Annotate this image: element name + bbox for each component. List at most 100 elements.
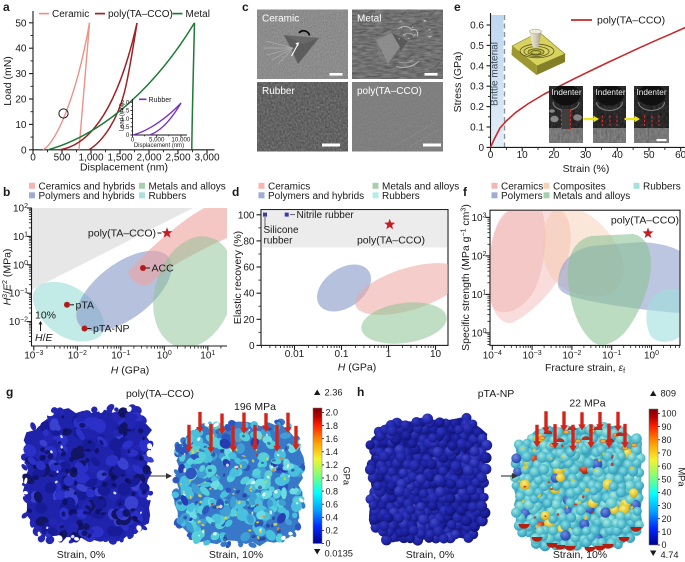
- svg-text:30: 30: [15, 69, 27, 80]
- svg-text:10: 10: [517, 150, 529, 161]
- svg-text:pTA-NP: pTA-NP: [93, 323, 130, 335]
- svg-text:Metal: Metal: [357, 14, 381, 25]
- svg-text:Indenter: Indenter: [596, 88, 626, 97]
- svg-text:809: 809: [661, 389, 677, 399]
- svg-text:80: 80: [662, 435, 672, 445]
- svg-text:Ceramics: Ceramics: [501, 181, 543, 192]
- svg-text:h: h: [357, 385, 364, 399]
- svg-text:poly(TA–CCO): poly(TA–CCO): [611, 214, 679, 226]
- svg-text:Composites: Composites: [553, 181, 606, 192]
- svg-text:Ceramics and hybrids: Ceramics and hybrids: [39, 181, 136, 192]
- svg-text:22 MPa: 22 MPa: [569, 398, 605, 410]
- svg-text:20: 20: [662, 514, 672, 524]
- svg-text:pTA: pTA: [76, 299, 94, 311]
- svg-text:H/E: H/E: [35, 332, 54, 344]
- svg-text:1,000: 1,000: [78, 153, 103, 164]
- svg-text:0: 0: [478, 143, 484, 154]
- svg-text:50: 50: [643, 150, 655, 161]
- svg-text:40: 40: [612, 150, 624, 161]
- svg-text:60: 60: [662, 461, 672, 471]
- svg-text:Silicone: Silicone: [264, 225, 299, 236]
- svg-text:Strain, 0%: Strain, 0%: [406, 549, 454, 561]
- svg-text:0.2: 0.2: [326, 526, 339, 536]
- svg-text:pTA-NP: pTA-NP: [478, 388, 515, 400]
- svg-text:10−4: 10−4: [483, 350, 502, 362]
- svg-text:10−1: 10−1: [602, 350, 621, 362]
- svg-text:2,000: 2,000: [136, 153, 161, 164]
- svg-text:Displacement (nm): Displacement (nm): [80, 162, 168, 174]
- svg-text:1.0: 1.0: [121, 116, 130, 123]
- svg-text:2.36: 2.36: [325, 388, 343, 398]
- svg-text:Ceramic: Ceramic: [52, 9, 89, 20]
- svg-text:1.5: 1.5: [121, 108, 130, 115]
- svg-text:20: 20: [548, 150, 560, 161]
- svg-text:0.6: 0.6: [326, 499, 339, 509]
- svg-text:50: 50: [662, 474, 672, 484]
- svg-text:poly(TA–CCO): poly(TA–CCO): [126, 388, 194, 400]
- svg-text:0.4: 0.4: [326, 513, 339, 523]
- svg-text:c: c: [242, 0, 249, 14]
- svg-text:10,000: 10,000: [171, 136, 190, 143]
- svg-text:0.1: 0.1: [470, 123, 484, 134]
- svg-text:10−1: 10−1: [111, 350, 130, 362]
- svg-text:d: d: [232, 185, 239, 199]
- svg-text:Polymers: Polymers: [501, 191, 543, 202]
- svg-text:0: 0: [131, 136, 135, 143]
- svg-text:Strain, 10%: Strain, 10%: [553, 549, 607, 561]
- svg-text:20: 20: [15, 95, 27, 106]
- svg-text:1.4: 1.4: [326, 447, 339, 457]
- svg-text:Rubbers: Rubbers: [149, 191, 187, 202]
- svg-text:Brittle material: Brittle material: [490, 42, 501, 106]
- svg-text:H (GPa): H (GPa): [338, 362, 377, 374]
- svg-text:90: 90: [662, 422, 672, 432]
- svg-text:Strain (%): Strain (%): [563, 163, 610, 175]
- svg-text:1,500: 1,500: [107, 153, 132, 164]
- svg-text:Metal: Metal: [186, 9, 210, 20]
- svg-text:e: e: [454, 0, 461, 14]
- svg-text:40: 40: [15, 44, 27, 55]
- svg-text:GPa: GPa: [341, 466, 351, 485]
- svg-text:0.2: 0.2: [470, 102, 484, 113]
- svg-text:Nitrile rubber: Nitrile rubber: [297, 210, 355, 221]
- svg-text:30: 30: [580, 150, 592, 161]
- svg-text:g: g: [6, 385, 13, 399]
- svg-text:1.8: 1.8: [326, 421, 339, 431]
- svg-text:100: 100: [157, 350, 172, 362]
- svg-text:Rubbers: Rubbers: [643, 181, 681, 192]
- svg-text:1: 1: [386, 349, 392, 360]
- svg-text:Specific strength (MPa g−1​ cm: Specific strength (MPa g−1​ cm3​): [460, 204, 472, 351]
- svg-text:100: 100: [662, 409, 677, 419]
- svg-text:1.0: 1.0: [326, 473, 339, 483]
- svg-text:0: 0: [488, 150, 494, 161]
- svg-text:H (GPa): H (GPa): [111, 365, 150, 377]
- svg-text:0: 0: [21, 145, 27, 156]
- svg-text:0.0135: 0.0135: [325, 549, 353, 559]
- svg-text:Metals and alloys: Metals and alloys: [149, 181, 226, 192]
- svg-text:Indenter: Indenter: [637, 88, 667, 97]
- svg-text:H3​/E2​ (MPa): H3​/E2​ (MPa): [2, 249, 14, 306]
- svg-text:10−2: 10−2: [68, 350, 87, 362]
- svg-text:0: 0: [326, 539, 331, 549]
- svg-text:poly(TA–CCO): poly(TA–CCO): [88, 228, 156, 240]
- svg-text:2,500: 2,500: [165, 153, 190, 164]
- svg-text:Ceramic: Ceramic: [262, 14, 299, 25]
- svg-text:MPa: MPa: [677, 467, 685, 487]
- svg-text:196 MPa: 196 MPa: [234, 401, 276, 413]
- svg-text:Strain, 0%: Strain, 0%: [57, 549, 105, 561]
- svg-text:30: 30: [662, 501, 672, 511]
- svg-text:101: 101: [200, 350, 215, 362]
- svg-text:0: 0: [249, 341, 255, 352]
- svg-text:poly(TA–CCO): poly(TA–CCO): [357, 86, 422, 97]
- svg-text:20: 20: [243, 315, 255, 326]
- svg-text:70: 70: [662, 448, 672, 458]
- svg-text:40: 40: [243, 289, 255, 300]
- svg-text:poly(TA–CCO): poly(TA–CCO): [108, 9, 173, 20]
- svg-text:0.4: 0.4: [470, 61, 484, 72]
- svg-text:0: 0: [662, 540, 667, 550]
- svg-text:1.6: 1.6: [326, 434, 339, 444]
- svg-text:0.5: 0.5: [470, 41, 484, 52]
- svg-text:4.74: 4.74: [661, 550, 679, 560]
- svg-text:Metals and alloys: Metals and alloys: [382, 181, 459, 192]
- svg-text:10−2: 10−2: [562, 350, 581, 362]
- svg-text:100: 100: [471, 328, 486, 340]
